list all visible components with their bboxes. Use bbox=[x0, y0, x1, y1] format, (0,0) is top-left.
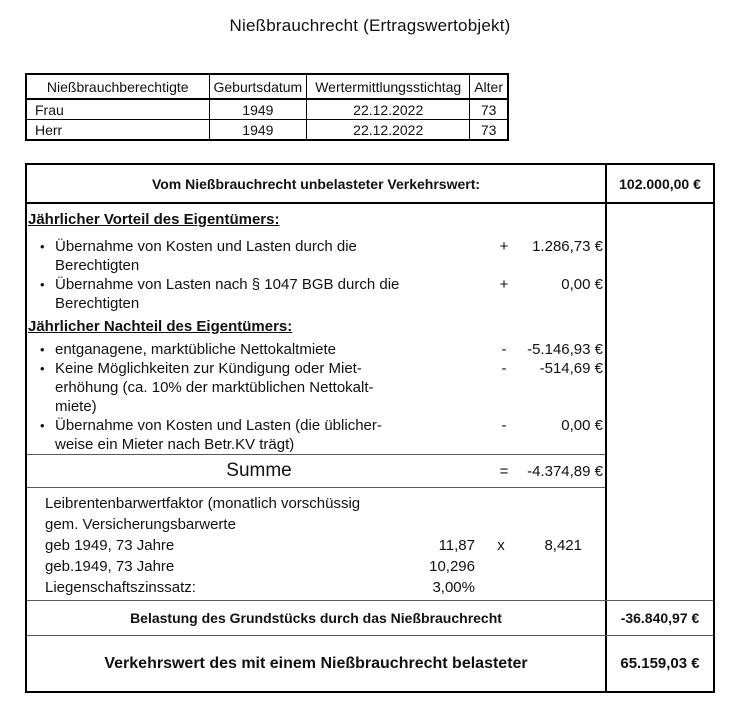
header-valuation-date: Wertermittlungsstichtag bbox=[306, 73, 471, 100]
sum-operator: = bbox=[499, 462, 509, 480]
bullet-icon: • bbox=[40, 277, 45, 292]
item-operator: + bbox=[499, 276, 509, 293]
item-operator: + bbox=[499, 238, 509, 255]
header-beneficiary: Nießbrauchberechtigte bbox=[25, 73, 210, 100]
sum-row: Summe = -4.374,89 € bbox=[27, 455, 605, 487]
factor-label: geb 1949, 73 Jahre bbox=[45, 537, 175, 554]
unencumbered-value-label: Vom Nießbrauchrecht unbelasteter Verkehr… bbox=[151, 175, 481, 192]
factor-row: Liegenschaftszinssatz: 3,00% bbox=[27, 577, 605, 598]
table-row: Herr 1949 22.12.2022 73 bbox=[25, 119, 509, 141]
calculation-body: Jährlicher Vorteil des Eigentümers: • Üb… bbox=[27, 204, 605, 454]
item-text-line: entganagene, marktübliche Nettokaltmiete bbox=[55, 341, 337, 358]
item-text-line: Übernahme von Lasten nach § 1047 BGB dur… bbox=[55, 276, 400, 293]
item-value: -5.146,93 € bbox=[527, 341, 603, 358]
bullet-icon: • bbox=[40, 342, 45, 357]
cell-valuation-date: 22.12.2022 bbox=[306, 98, 471, 120]
factor-row: geb 1949, 73 Jahre 11,87 x 8,421 bbox=[27, 535, 605, 556]
sum-value: -4.374,89 € bbox=[527, 462, 603, 480]
item-text-line: Keine Möglichkeiten zur Kündigung oder M… bbox=[55, 360, 362, 377]
result-label: Verkehrswert des mit einem Nießbrauchrec… bbox=[104, 654, 528, 672]
item-text-line: weise ein Mieter nach Betr.KV trägt) bbox=[55, 436, 295, 453]
factor-number: 11,87 bbox=[438, 537, 475, 554]
header-birthdate: Geburtsdatum bbox=[208, 73, 308, 100]
factor-label: Liegenschaftszinssatz: bbox=[45, 579, 196, 596]
item-text-line: miete) bbox=[55, 398, 97, 415]
annuity-factor-block: Leibrentenbarwertfaktor (monatlich vorsc… bbox=[27, 488, 605, 600]
cell-age: 73 bbox=[469, 119, 509, 141]
sum-divider-bottom bbox=[27, 487, 605, 488]
encumbrance-divider-top bbox=[27, 600, 713, 601]
item-value: 1.286,73 € bbox=[532, 238, 603, 255]
cell-valuation-date: 22.12.2022 bbox=[306, 119, 471, 141]
encumbrance-label: Belastung des Grundstücks durch das Nieß… bbox=[130, 610, 502, 626]
result-value: 65.159,03 € bbox=[620, 655, 700, 672]
factor-operator bbox=[475, 556, 527, 577]
factor-number: 3,00% bbox=[432, 579, 475, 596]
item-operator: - bbox=[501, 417, 507, 434]
page-title: Nießbrauchrecht (Ertragswertobjekt) bbox=[229, 16, 511, 35]
sum-divider-top bbox=[27, 454, 605, 455]
cell-birthdate: 1949 bbox=[208, 119, 308, 141]
item-text-line: Berechtigten bbox=[55, 257, 140, 274]
disadvantage-heading: Jährlicher Nachteil des Eigentümers: bbox=[28, 318, 293, 335]
sum-label: Summe bbox=[226, 460, 292, 481]
item-value: 0,00 € bbox=[561, 276, 603, 293]
item-operator: - bbox=[501, 360, 507, 377]
list-item: • Übernahme von Kosten und Lasten durch … bbox=[27, 237, 605, 275]
factor-row: geb.1949, 73 Jahre 10,296 bbox=[27, 556, 605, 577]
bullet-icon: • bbox=[40, 361, 45, 376]
item-text-line: Übernahme von Kosten und Lasten (die übl… bbox=[55, 417, 382, 434]
persons-table: Nießbrauchberechtigte Geburtsdatum Werte… bbox=[25, 73, 510, 141]
list-item: • Übernahme von Lasten nach § 1047 BGB d… bbox=[27, 275, 605, 313]
factor-result: 8,421 bbox=[544, 537, 582, 554]
factor-result bbox=[527, 577, 582, 598]
persons-header-row: Nießbrauchberechtigte Geburtsdatum Werte… bbox=[25, 73, 509, 100]
factor-operator bbox=[475, 577, 527, 598]
factor-operator: x bbox=[497, 537, 505, 554]
list-item: • Übernahme von Kosten und Lasten (die ü… bbox=[27, 416, 605, 454]
item-operator: - bbox=[501, 341, 507, 358]
factor-number: 10,296 bbox=[429, 558, 475, 575]
item-text-line: Übernahme von Kosten und Lasten durch di… bbox=[55, 238, 357, 255]
encumbrance-value: -36.840,97 € bbox=[620, 610, 700, 626]
cell-beneficiary: Frau bbox=[25, 98, 210, 120]
factor-label: geb.1949, 73 Jahre bbox=[45, 558, 175, 575]
list-item: • Keine Möglichkeiten zur Kündigung oder… bbox=[27, 359, 605, 416]
cell-age: 73 bbox=[469, 98, 509, 120]
factor-intro-line: Leibrentenbarwertfaktor (monatlich vorsc… bbox=[45, 495, 361, 512]
item-text-line: erhöhung (ca. 10% der marktüblichen Nett… bbox=[55, 379, 374, 396]
cell-birthdate: 1949 bbox=[208, 98, 308, 120]
unencumbered-value: 102.000,00 € bbox=[619, 175, 701, 192]
bullet-icon: • bbox=[40, 239, 45, 254]
factor-result bbox=[527, 556, 582, 577]
header-age: Alter bbox=[469, 73, 509, 100]
item-value: 0,00 € bbox=[561, 417, 603, 434]
list-item: • entganagene, marktübliche Nettokaltmie… bbox=[27, 340, 605, 359]
cell-beneficiary: Herr bbox=[25, 119, 210, 141]
advantage-heading: Jährlicher Vorteil des Eigentümers: bbox=[28, 211, 280, 228]
valuation-table: Vom Nießbrauchrecht unbelasteter Verkehr… bbox=[25, 163, 715, 693]
table-row: Frau 1949 22.12.2022 73 bbox=[25, 98, 509, 120]
column-divider bbox=[605, 165, 607, 691]
item-value: -514,69 € bbox=[539, 360, 603, 377]
row-divider bbox=[27, 202, 713, 204]
encumbrance-divider-bottom bbox=[27, 635, 713, 636]
bullet-icon: • bbox=[40, 418, 45, 433]
factor-intro-line: gem. Versicherungsbarwerte bbox=[45, 516, 236, 533]
item-text-line: Berechtigten bbox=[55, 295, 140, 312]
